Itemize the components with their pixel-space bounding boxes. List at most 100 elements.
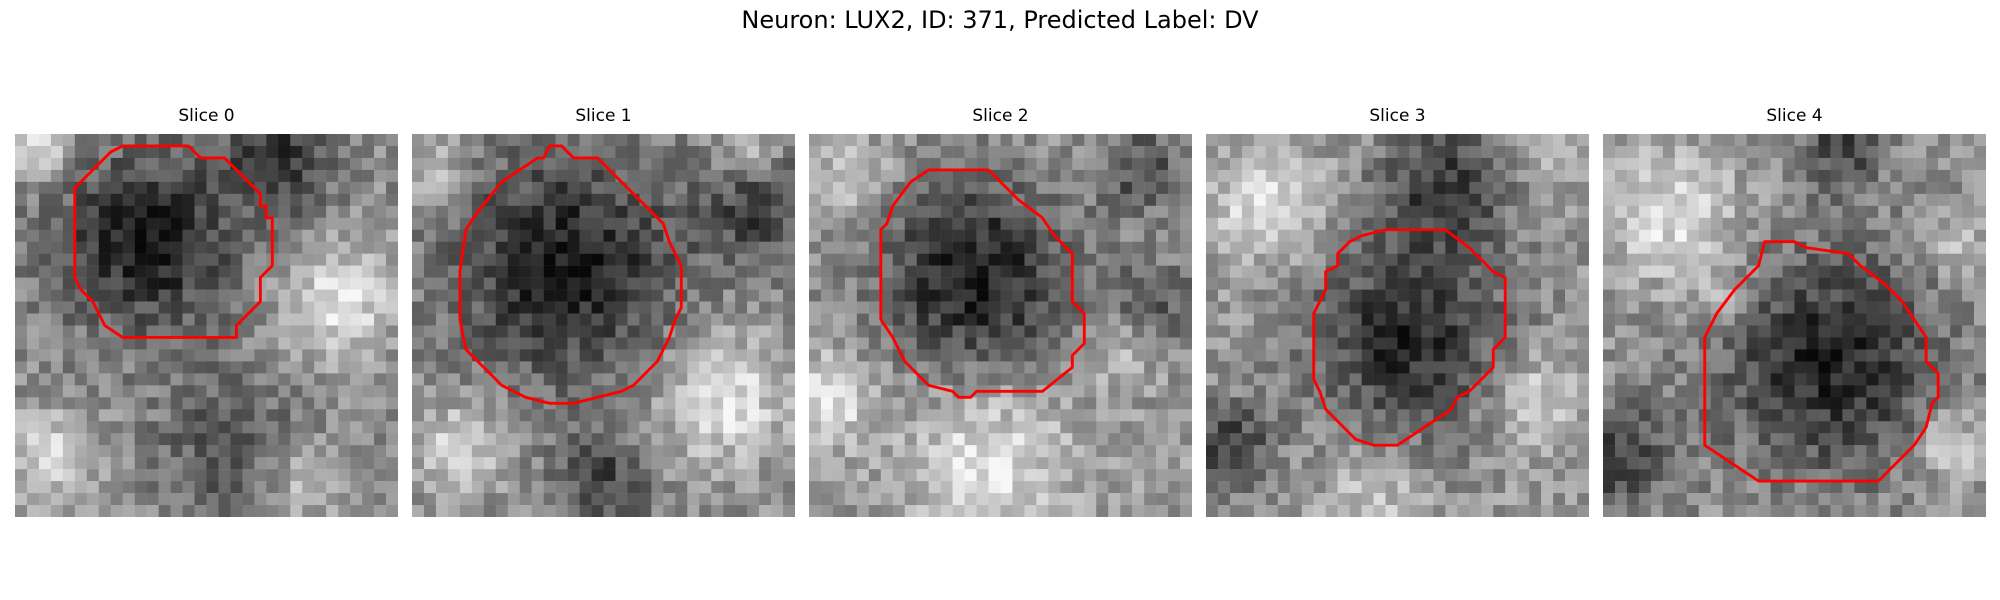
pixel (110, 289, 123, 302)
pixel (1686, 277, 1699, 290)
pixel (1710, 169, 1723, 183)
pixel (1710, 373, 1723, 386)
pixel (1421, 229, 1434, 242)
pixel (1914, 301, 1927, 314)
pixel (1938, 373, 1951, 386)
pixel (1457, 253, 1470, 266)
pixel (603, 205, 616, 219)
pixel (747, 457, 760, 470)
pixel (1926, 253, 1939, 266)
pixel (1253, 457, 1267, 470)
pixel (1553, 337, 1566, 350)
pixel (290, 397, 303, 410)
pixel (1926, 169, 1939, 183)
pixel (771, 265, 784, 278)
pixel (1866, 241, 1879, 254)
pixel (1337, 481, 1350, 494)
pixel (1445, 421, 1458, 434)
pixel (988, 181, 1001, 195)
pixel (1084, 481, 1097, 494)
pixel (663, 493, 676, 506)
slice-title: Slice 3 (1369, 106, 1426, 126)
pixel (531, 277, 544, 290)
pixel (242, 505, 255, 517)
pixel (591, 421, 604, 434)
pixel (519, 169, 532, 183)
pixel (122, 457, 135, 470)
pixel (1409, 493, 1422, 506)
pixel (1565, 445, 1578, 458)
pixel (747, 421, 760, 434)
pixel (663, 205, 676, 219)
pixel (1168, 205, 1181, 219)
pixel (1662, 253, 1676, 266)
pixel (1217, 493, 1231, 506)
pixel (338, 301, 351, 314)
pixel (1577, 157, 1589, 171)
pixel (783, 493, 795, 506)
pixel (1301, 361, 1314, 374)
pixel (314, 265, 327, 278)
pixel (459, 169, 473, 183)
pixel (1120, 481, 1133, 494)
pixel (62, 505, 76, 517)
pixel (1301, 265, 1314, 278)
pixel (1072, 373, 1085, 386)
pixel (362, 289, 375, 302)
pixel (1794, 397, 1807, 410)
pixel (1529, 361, 1542, 374)
pixel (663, 301, 676, 314)
pixel (98, 193, 111, 207)
pixel (1890, 229, 1903, 242)
pixel (976, 469, 989, 482)
pixel (362, 409, 375, 422)
pixel (1938, 265, 1951, 278)
pixel (50, 289, 64, 302)
roi-contour (458, 144, 683, 405)
pixel (1529, 313, 1542, 326)
pixel (639, 301, 652, 314)
pixel (1926, 205, 1939, 219)
pixel (1686, 397, 1699, 410)
pixel (1445, 373, 1458, 386)
pixel (988, 313, 1001, 326)
pixel (1385, 337, 1398, 350)
pixel (1650, 337, 1664, 350)
pixel (218, 421, 231, 434)
pixel (459, 289, 473, 302)
pixel (158, 313, 171, 326)
pixel (964, 181, 977, 195)
pixel (62, 277, 76, 290)
pixel (543, 193, 556, 207)
pixel (412, 397, 425, 410)
pixel (194, 349, 207, 362)
pixel (290, 505, 303, 517)
pixel (1072, 361, 1085, 374)
pixel (1541, 373, 1554, 386)
microscopy-pixels (1206, 134, 1589, 517)
pixel (1156, 373, 1169, 386)
pixel (1577, 205, 1589, 219)
pixel (844, 457, 858, 470)
pixel (880, 349, 894, 362)
pixel (1638, 289, 1652, 302)
pixel (856, 457, 870, 470)
pixel (928, 325, 941, 338)
pixel (567, 229, 580, 242)
pixel (988, 445, 1001, 458)
pixel (1830, 337, 1843, 350)
pixel (639, 505, 652, 517)
pixel (110, 313, 123, 326)
pixel (302, 385, 315, 398)
pixel (1373, 373, 1386, 386)
pixel (1433, 445, 1446, 458)
pixel (1505, 325, 1518, 338)
pixel (1902, 157, 1915, 171)
pixel (699, 313, 712, 326)
pixel (218, 373, 231, 386)
pixel (1397, 397, 1410, 410)
pixel (158, 445, 171, 458)
pixel (1421, 253, 1434, 266)
pixel (639, 157, 652, 171)
pixel (1517, 253, 1530, 266)
